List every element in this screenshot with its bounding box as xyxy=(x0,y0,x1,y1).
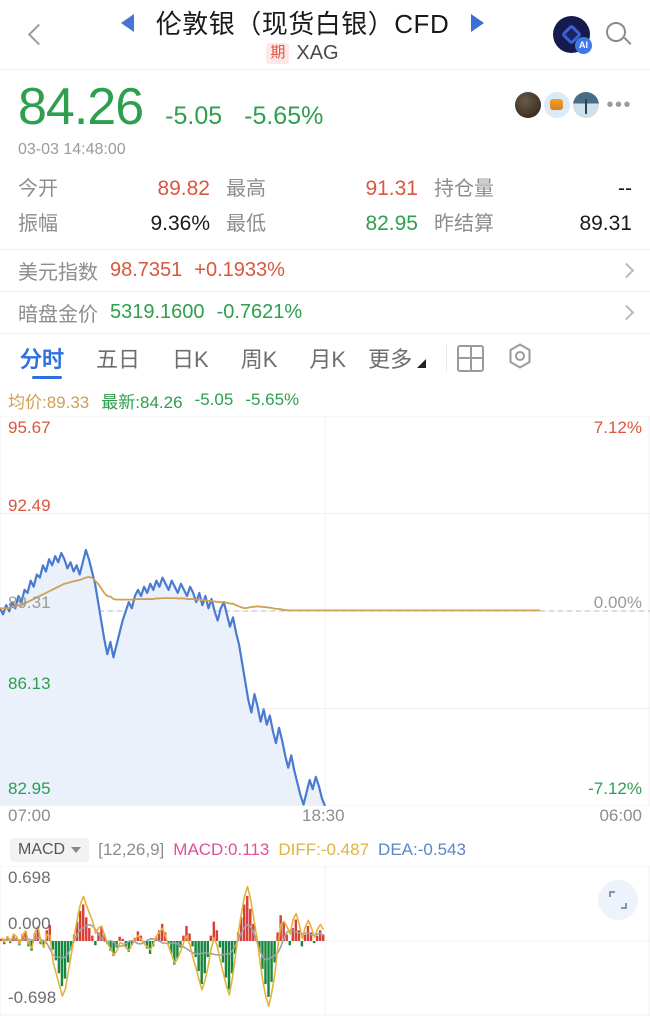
instrument-code: XAG xyxy=(296,42,339,64)
info-value: 5319.1600 xyxy=(110,300,205,323)
ai-badge-label: AI xyxy=(575,37,592,54)
stat-label: 昨结算 xyxy=(434,212,494,235)
macd-value: MACD:0.113 xyxy=(173,839,270,859)
back-button[interactable] xyxy=(18,23,58,46)
price-summary: 84.26 -5.05 -5.65% 03-03 14:48:00 ••• xyxy=(0,70,650,165)
macd-chart[interactable]: 0.698 0.000 -0.698 xyxy=(0,865,650,1016)
divider xyxy=(446,344,448,373)
chevron-right-icon xyxy=(618,304,635,320)
stat-label: 持仓量 xyxy=(434,177,494,200)
legend-change-percent: -5.65% xyxy=(245,390,300,410)
tab-more[interactable]: 更多 xyxy=(368,347,413,373)
tab-timeline[interactable]: 分时 xyxy=(14,334,80,383)
ellipsis-icon[interactable]: ••• xyxy=(606,93,632,116)
search-icon[interactable] xyxy=(606,21,632,48)
chart-tab-bar: 分时 五日 日K 周K 月K 更多 xyxy=(0,332,650,383)
stats-row: 振幅 9.36% 最低 82.95 昨结算 89.31 xyxy=(18,204,632,239)
chart-legend: 均价:89.33 最新:84.26 -5.05 -5.65% xyxy=(0,383,650,416)
stat-label: 最低 xyxy=(226,212,266,235)
intraday-price-chart[interactable]: 95.67 7.12% 92.49 89.31 0.00% 86.13 82.9… xyxy=(0,415,650,806)
macd-indicator-bar: MACD [12,26,9] MACD:0.113 DIFF:-0.487 DE… xyxy=(0,832,650,866)
avatar[interactable] xyxy=(515,92,542,118)
stat-value: 82.95 xyxy=(365,211,418,235)
price-change: -5.05 xyxy=(165,102,223,130)
page-title: 伦敦银（现货白银）CFD xyxy=(155,9,450,39)
stat-label: 今开 xyxy=(18,177,58,200)
info-value: 98.7351 xyxy=(110,258,183,281)
stat-amplitude: 振幅 9.36% xyxy=(18,207,226,236)
stat-value: 89.82 xyxy=(157,176,210,200)
chevron-right-icon xyxy=(618,262,635,278)
macd-axis-zero: 0.000 xyxy=(8,913,51,933)
stat-label: 最高 xyxy=(226,177,266,200)
info-percent: -0.7621% xyxy=(216,300,303,323)
tab-five-day[interactable]: 五日 xyxy=(96,347,141,373)
stat-value: -- xyxy=(618,176,632,200)
legend-change: -5.05 xyxy=(194,390,234,410)
info-row-dark-gold-price[interactable]: 暗盘金价 5319.1600 -0.7621% xyxy=(0,290,650,333)
triangle-corner-icon xyxy=(417,359,427,369)
stats-row: 今开 89.82 最高 91.31 持仓量 -- xyxy=(18,169,632,204)
macd-params: [12,26,9] xyxy=(98,839,165,859)
info-row-usd-index[interactable]: 美元指数 98.7351 +0.1933% xyxy=(0,248,650,291)
stat-label: 振幅 xyxy=(18,212,58,235)
chevron-left-icon xyxy=(27,23,49,46)
macd-chart-svg xyxy=(0,865,650,1016)
diff-value: DIFF:-0.487 xyxy=(278,839,370,859)
legend-average-price: 均价:89.33 xyxy=(8,392,90,412)
last-price: 84.26 xyxy=(18,78,144,136)
stat-open: 今开 89.82 xyxy=(18,172,226,201)
info-percent: +0.1933% xyxy=(194,258,285,281)
tab-daily-k[interactable]: 日K xyxy=(172,347,209,373)
time-tick-start: 07:00 xyxy=(8,805,51,825)
tab-monthly-k[interactable]: 月K xyxy=(309,347,347,373)
quote-timestamp: 03-03 14:48:00 xyxy=(18,140,126,158)
stat-high: 最高 91.31 xyxy=(226,172,434,201)
macd-axis-top: 0.698 xyxy=(8,867,51,887)
stat-prev-settle: 昨结算 89.31 xyxy=(434,207,632,236)
avatar[interactable] xyxy=(573,92,600,118)
macd-selector[interactable]: MACD xyxy=(10,837,90,862)
triangle-right-icon[interactable] xyxy=(471,13,485,32)
stat-value: 91.31 xyxy=(365,176,418,200)
chevron-down-icon xyxy=(71,846,82,853)
stat-low: 最低 82.95 xyxy=(226,207,434,236)
time-tick-end: 06:00 xyxy=(599,805,642,825)
avatar[interactable] xyxy=(544,92,571,118)
app-header: 伦敦银（现货白银）CFD 期 XAG AI xyxy=(0,0,650,70)
instrument-type-tag: 期 xyxy=(266,43,290,64)
macd-selector-label: MACD xyxy=(18,840,66,858)
ai-assistant-button[interactable]: AI xyxy=(553,16,592,54)
stat-value: 89.31 xyxy=(579,211,632,235)
stats-grid: 今开 89.82 最高 91.31 持仓量 -- 振幅 9.36% 最低 82.… xyxy=(0,165,650,249)
time-tick-middle: 18:30 xyxy=(302,805,345,825)
stat-value: 9.36% xyxy=(150,211,210,235)
chart-time-axis: 07:00 18:30 06:00 xyxy=(0,806,650,832)
triangle-left-icon[interactable] xyxy=(120,13,134,32)
tab-weekly-k[interactable]: 周K xyxy=(240,347,278,373)
avatar-group[interactable]: ••• xyxy=(515,92,632,118)
price-chart-svg xyxy=(0,415,650,806)
legend-last-price: 最新:84.26 xyxy=(101,392,183,412)
info-label: 美元指数 xyxy=(18,261,98,284)
macd-axis-bottom: -0.698 xyxy=(8,987,57,1007)
stat-open-interest: 持仓量 -- xyxy=(434,172,632,201)
price-change-percent: -5.65% xyxy=(244,102,324,130)
title-block: 伦敦银（现货白银）CFD 期 XAG xyxy=(58,4,547,65)
expand-icon[interactable] xyxy=(598,879,638,920)
dea-value: DEA:-0.543 xyxy=(378,839,466,859)
info-label: 暗盘金价 xyxy=(18,303,98,326)
grid-layout-icon[interactable] xyxy=(457,344,485,372)
settings-gear-icon[interactable] xyxy=(506,342,534,375)
